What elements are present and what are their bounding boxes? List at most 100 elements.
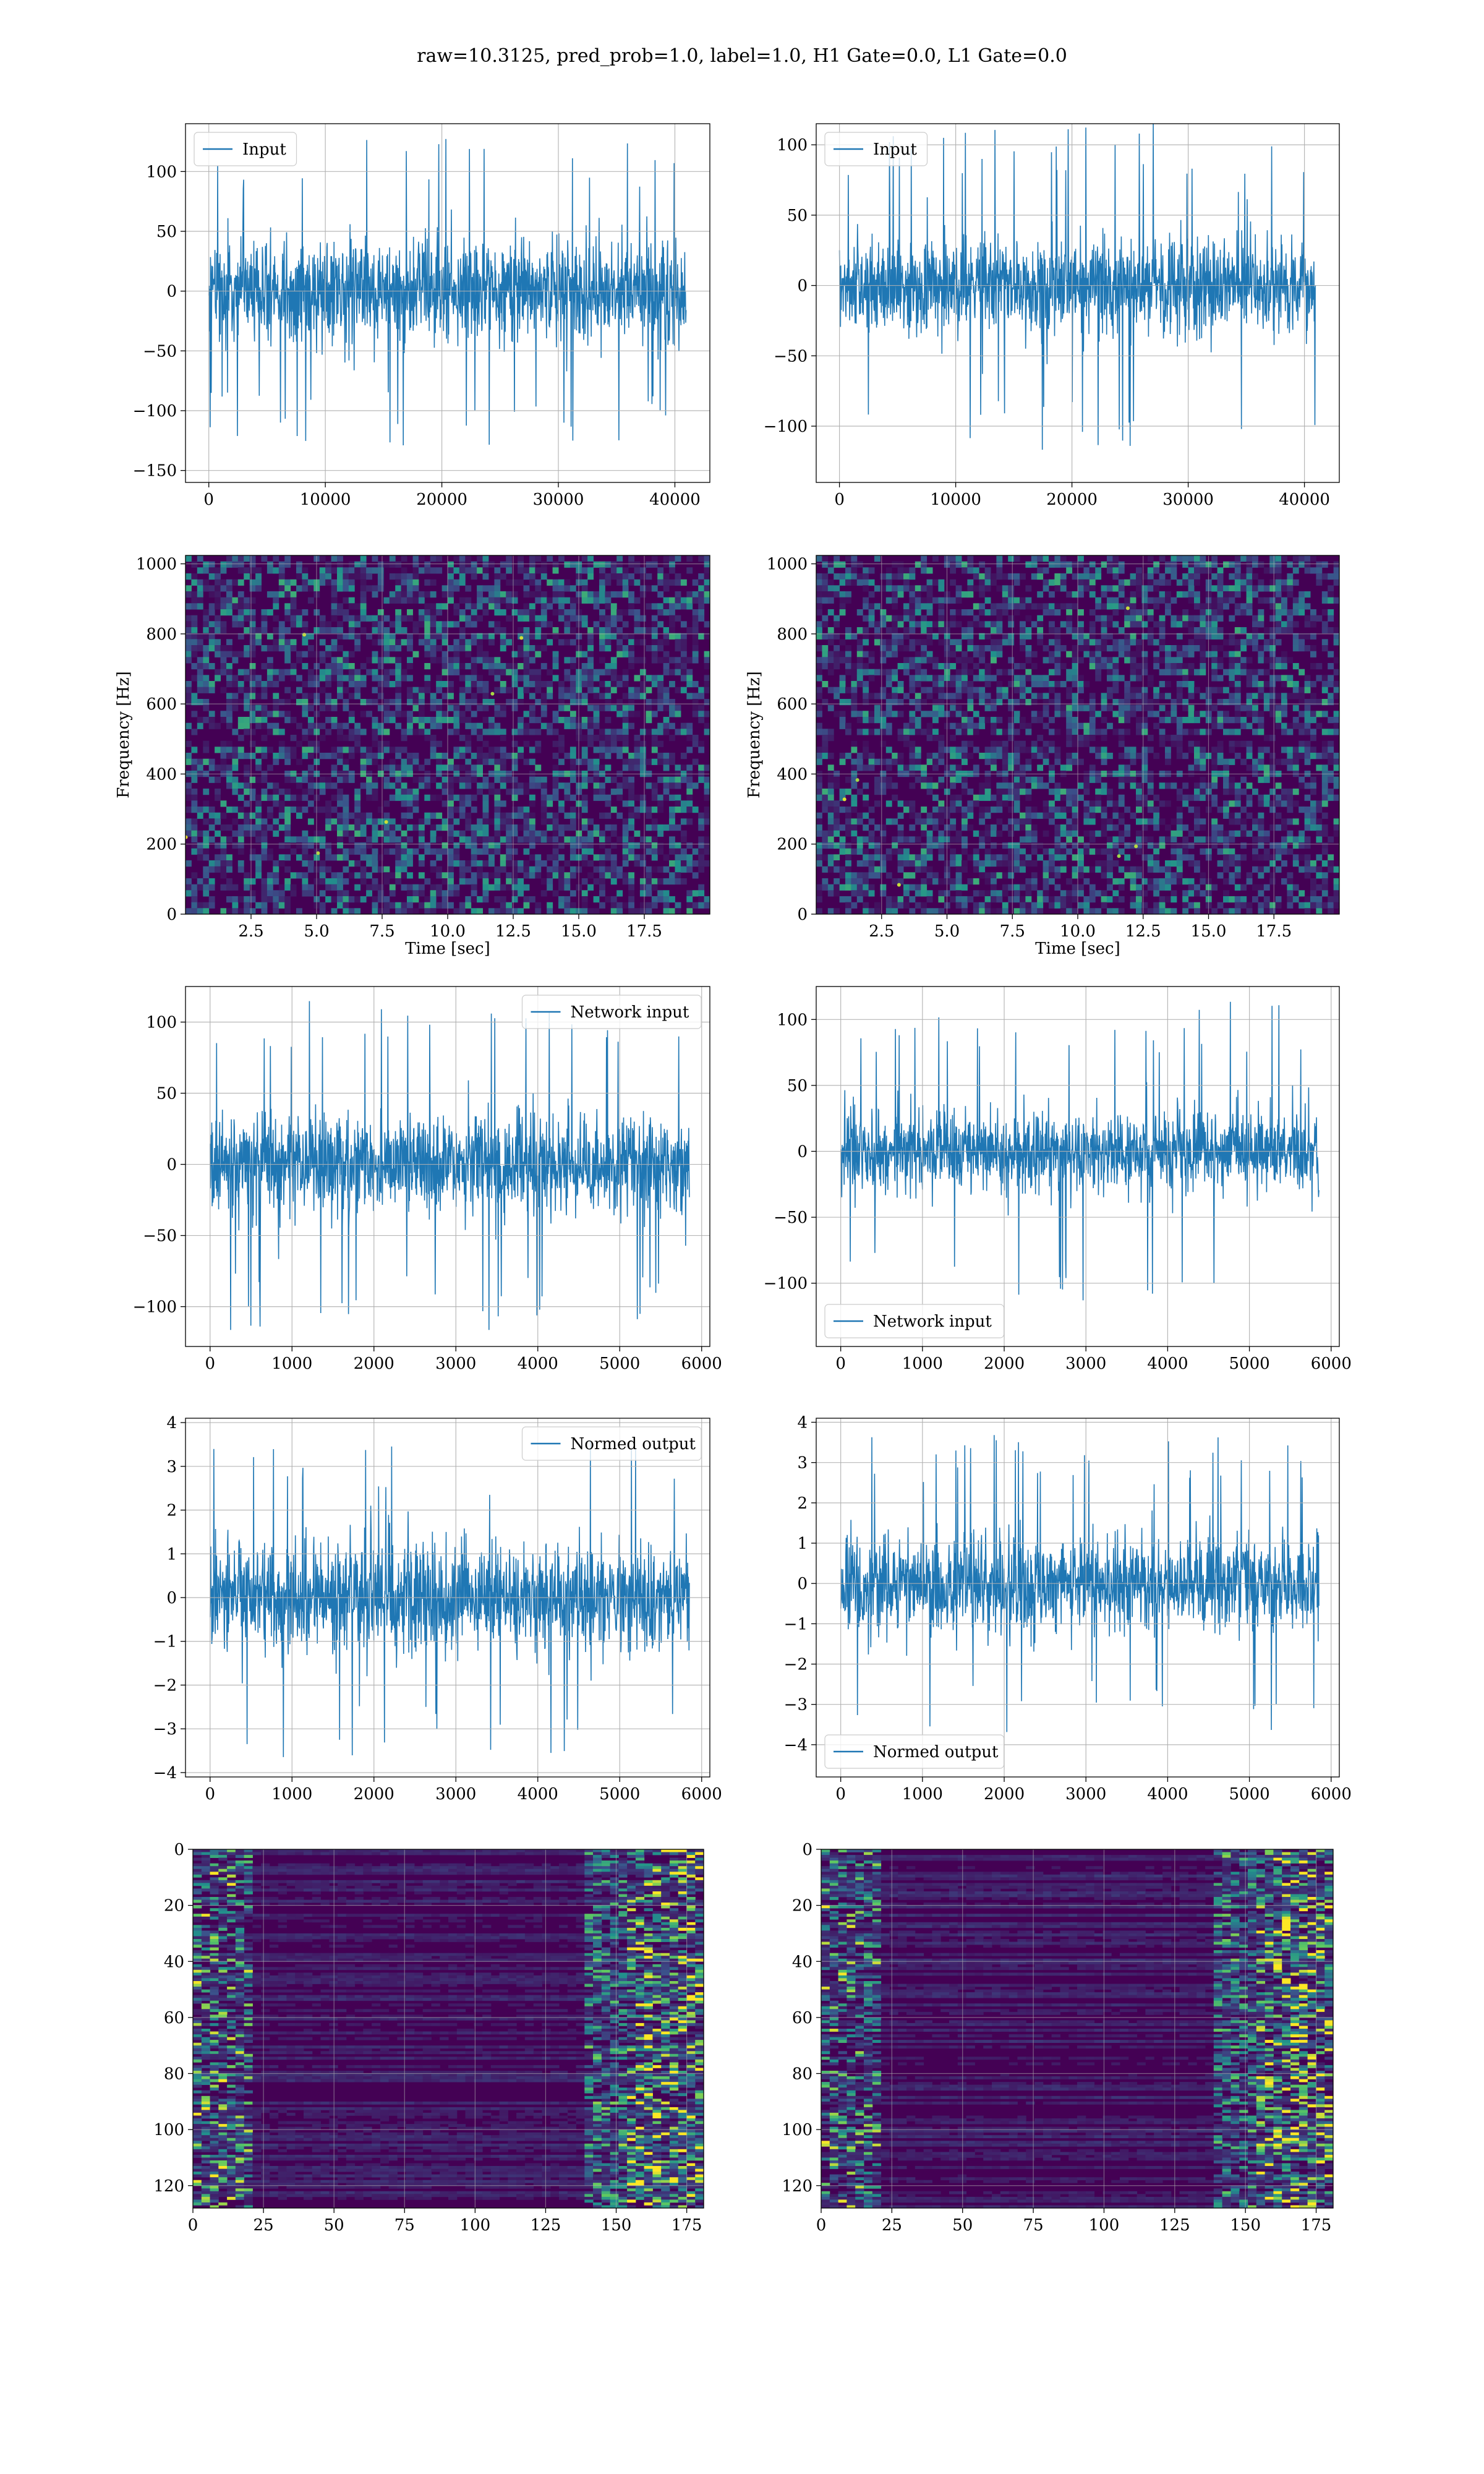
heatmap-cell (453, 579, 460, 586)
heatmap-cell (885, 908, 892, 914)
heatmap-cell (535, 621, 542, 628)
heatmap-cell (816, 669, 822, 675)
heatmap-cell (477, 896, 483, 903)
heatmap-cell (822, 878, 829, 885)
heatmap-cell (909, 824, 916, 831)
heatmap-cell (1107, 597, 1113, 604)
heatmap-cell (1013, 597, 1020, 604)
heatmap-cell (261, 848, 268, 855)
heatmap-cell (915, 675, 921, 682)
heatmap-cell (418, 717, 425, 724)
heatmap-cell (996, 753, 1003, 760)
heatmap-cell (377, 657, 384, 664)
heatmap-cell (389, 836, 396, 843)
heatmap-cell (307, 753, 314, 760)
heatmap-cell (226, 603, 232, 610)
heatmap-cell (511, 878, 518, 885)
heatmap-cell (1112, 711, 1119, 717)
heatmap-cell (880, 717, 887, 724)
heatmap-cell (932, 818, 939, 825)
heatmap-cell (628, 764, 634, 771)
heatmap-cell (255, 812, 262, 819)
heatmap-cell (418, 633, 425, 640)
heatmap-cell (1066, 758, 1073, 765)
heatmap-cell (950, 579, 957, 586)
heatmap-cell (494, 842, 501, 849)
heatmap-cell (547, 555, 553, 562)
heatmap-cell (215, 573, 221, 580)
heatmap-cell (296, 651, 302, 657)
heatmap-cell (599, 633, 605, 640)
heatmap-cell (448, 663, 454, 670)
heatmap-cell (1013, 609, 1020, 616)
heatmap-cell (348, 585, 355, 592)
heatmap-cell (593, 878, 600, 885)
heatmap-cell (1043, 872, 1049, 879)
heatmap-cell (1072, 717, 1078, 724)
heatmap-cell (851, 573, 858, 580)
heatmap-cell (430, 555, 437, 562)
heatmap-cell (569, 675, 576, 682)
heatmap-cell (669, 735, 675, 742)
heatmap-cell (535, 747, 542, 753)
heatmap-cell (448, 884, 454, 891)
heatmap-cell (500, 735, 506, 742)
heatmap-cell (845, 645, 851, 652)
heatmap-cell (448, 860, 454, 867)
heatmap-cell (593, 722, 600, 729)
heatmap-cell (511, 663, 518, 670)
heatmap-cell (377, 908, 384, 914)
heatmap-cell (827, 597, 834, 604)
heatmap-cell (237, 842, 244, 849)
heatmap-cell (569, 908, 576, 914)
heatmap-cell (255, 704, 262, 711)
heatmap-cell (465, 860, 472, 867)
heatmap-cell (1002, 824, 1009, 831)
heatmap-cell (377, 807, 384, 813)
heatmap-cell (1078, 675, 1084, 682)
heatmap-cell (593, 591, 600, 598)
heatmap-cell (955, 830, 962, 837)
heatmap-cell (564, 884, 571, 891)
heatmap-cell (926, 693, 933, 700)
heatmap-cell (856, 812, 863, 819)
heatmap-cell (1089, 830, 1096, 837)
heatmap-cell (284, 824, 291, 831)
heatmap-cell (494, 872, 501, 879)
heatmap-cell (477, 687, 483, 693)
heatmap-cell (686, 722, 693, 729)
heatmap-cell (191, 579, 198, 586)
heatmap-cell (692, 902, 699, 909)
heatmap-cell (377, 753, 384, 760)
heatmap-cell (646, 842, 652, 849)
heatmap-cell (892, 818, 898, 825)
heatmap-cell (587, 717, 594, 724)
heatmap-cell (1037, 782, 1044, 789)
heatmap-cell (1037, 555, 1044, 562)
heatmap-cell (226, 609, 232, 616)
heatmap-cell (816, 687, 822, 693)
heatmap-cell (962, 812, 968, 819)
heatmap-cell (418, 836, 425, 843)
heatmap-cell (827, 657, 834, 664)
heatmap-cell (991, 579, 997, 586)
heatmap-cell (377, 663, 384, 670)
heatmap-cell (453, 729, 460, 735)
heatmap-cell (552, 627, 559, 634)
heatmap-cell (302, 699, 309, 706)
heatmap-cell (663, 639, 670, 646)
heatmap-cell (675, 669, 681, 675)
heatmap-cell (950, 693, 957, 700)
heatmap-cell (215, 830, 221, 837)
heatmap-cell (558, 603, 565, 610)
heatmap-cell (1002, 729, 1009, 735)
heatmap-cell (220, 812, 227, 819)
heatmap-cell (482, 807, 489, 813)
heatmap-cell (203, 836, 210, 843)
heatmap-cell (1049, 579, 1055, 586)
heatmap-cell (1049, 878, 1055, 885)
heatmap-cell (897, 561, 904, 568)
heatmap-cell (569, 890, 576, 897)
heatmap-cell (851, 890, 858, 897)
heatmap-cell (226, 645, 232, 652)
